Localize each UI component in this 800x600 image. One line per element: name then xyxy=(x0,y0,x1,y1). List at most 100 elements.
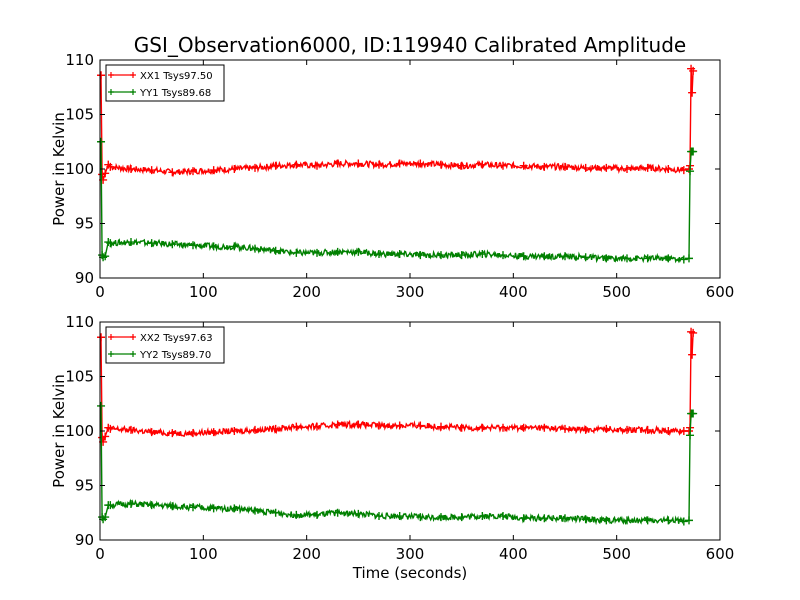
data-point xyxy=(395,421,404,430)
figure-title: GSI_Observation6000, ID:119940 Calibrate… xyxy=(134,33,686,57)
data-point xyxy=(230,165,239,173)
data-point xyxy=(292,160,301,169)
data-point xyxy=(292,422,301,431)
y-tick-label: 100 xyxy=(65,160,94,178)
data-point xyxy=(101,513,110,522)
data-point xyxy=(685,516,693,525)
data-point xyxy=(209,504,218,513)
legend-label: XX1 Tsys97.50 xyxy=(140,71,213,82)
data-point xyxy=(395,512,404,521)
data-point xyxy=(251,425,259,434)
data-point xyxy=(689,147,698,156)
data-point xyxy=(457,513,466,522)
data-point xyxy=(561,514,569,523)
data-point xyxy=(664,427,673,435)
data-point xyxy=(97,401,106,410)
data-point xyxy=(519,161,528,170)
data-point xyxy=(581,425,590,434)
legend-label: XX2 Tsys97.63 xyxy=(140,333,213,344)
data-point xyxy=(168,429,177,438)
data-point xyxy=(686,431,695,440)
data-point xyxy=(147,501,156,510)
y-tick-label: 110 xyxy=(65,313,94,331)
data-point xyxy=(602,254,611,263)
x-tick-label: 600 xyxy=(706,545,735,563)
data-point xyxy=(168,502,177,511)
data-point xyxy=(101,432,110,441)
legend: XX2 Tsys97.63 YY2 Tsys89.70 xyxy=(105,326,225,364)
data-point xyxy=(168,240,177,249)
x-tick-label: 100 xyxy=(189,545,218,563)
legend: XX1 Tsys97.50 YY1 Tsys89.68 xyxy=(105,64,225,102)
data-point xyxy=(499,251,507,260)
y-tick-label: 95 xyxy=(75,215,94,233)
data-point xyxy=(499,423,507,432)
data-point xyxy=(147,166,156,175)
data-point xyxy=(416,513,425,522)
data-point xyxy=(147,239,156,248)
data-point xyxy=(230,504,239,513)
x-tick-label: 600 xyxy=(706,283,735,301)
data-point xyxy=(499,161,507,170)
data-point xyxy=(623,254,631,263)
y-tick-label: 105 xyxy=(65,106,94,124)
data-point xyxy=(333,508,342,517)
data-point xyxy=(313,248,321,257)
data-point xyxy=(354,159,363,168)
data-point xyxy=(561,162,569,171)
data-point xyxy=(623,425,631,434)
data-point xyxy=(457,161,466,170)
bottom-subplot: Power in Kelvin 0 100 200 300 400 500 600 90 95 10… xyxy=(50,313,734,563)
data-point xyxy=(478,160,487,169)
series-line xyxy=(100,331,694,445)
legend-marker xyxy=(108,72,136,78)
top-subplot: Power in Kelvin 0 100 200 300 400 500 600 90 95 10… xyxy=(50,51,734,301)
data-point xyxy=(375,250,383,259)
data-point xyxy=(602,424,611,433)
data-point xyxy=(602,163,611,172)
data-point xyxy=(375,160,383,169)
data-point xyxy=(437,422,445,431)
series-yy2 xyxy=(97,401,698,526)
data-point xyxy=(106,162,115,171)
data-point xyxy=(437,160,445,169)
data-point xyxy=(333,247,342,256)
data-point xyxy=(623,165,631,173)
data-point xyxy=(271,508,280,517)
data-point xyxy=(292,248,301,257)
data-point xyxy=(685,254,693,263)
data-point xyxy=(689,328,698,337)
data-point xyxy=(499,512,507,521)
y-axis-label: Power in Kelvin xyxy=(50,112,68,226)
data-point xyxy=(643,163,652,172)
data-point xyxy=(664,516,673,525)
data-point xyxy=(688,350,697,359)
data-point xyxy=(478,512,487,521)
data-point xyxy=(106,424,115,433)
data-point xyxy=(189,241,197,250)
data-point xyxy=(623,516,631,525)
data-point xyxy=(127,165,135,173)
data-point xyxy=(97,71,106,80)
data-point xyxy=(679,166,688,175)
data-point xyxy=(271,424,280,433)
data-point xyxy=(101,252,110,261)
x-tick-label: 300 xyxy=(396,283,425,301)
data-point xyxy=(581,163,590,172)
data-point xyxy=(189,167,197,176)
data-point xyxy=(602,516,611,525)
data-point xyxy=(313,422,321,431)
data-point xyxy=(189,503,197,512)
data-point xyxy=(375,421,383,430)
y-tick-label: 95 xyxy=(75,477,94,495)
data-point xyxy=(333,159,342,168)
x-tick-label: 300 xyxy=(396,545,425,563)
data-point xyxy=(519,252,528,261)
data-point xyxy=(251,163,259,172)
data-point xyxy=(354,247,363,256)
legend-marker xyxy=(108,351,136,357)
data-point xyxy=(457,423,466,432)
data-point xyxy=(540,423,549,432)
data-point xyxy=(561,252,569,261)
